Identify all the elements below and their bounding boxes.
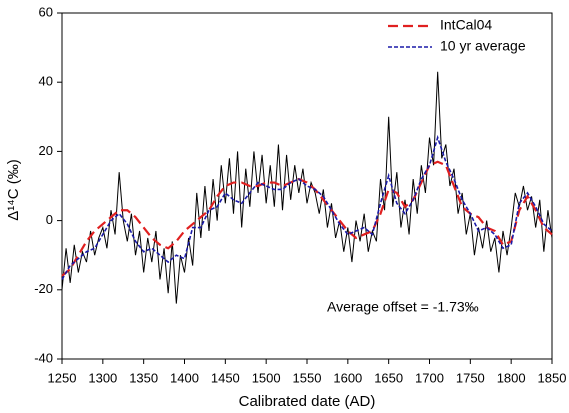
x-tick-label: 1800 bbox=[497, 370, 526, 385]
y-tick-label: -40 bbox=[34, 350, 53, 365]
y-tick-label: 60 bbox=[39, 4, 53, 19]
x-tick-label: 1400 bbox=[170, 370, 199, 385]
x-tick-label: 1700 bbox=[415, 370, 444, 385]
y-tick-label: 40 bbox=[39, 74, 53, 89]
series-line bbox=[61, 71, 553, 304]
legend-label: IntCal04 bbox=[440, 17, 492, 33]
x-tick-label: 1500 bbox=[252, 370, 281, 385]
x-tick-label: 1550 bbox=[293, 370, 322, 385]
x-tick-label: 1600 bbox=[333, 370, 362, 385]
series-line bbox=[61, 160, 553, 277]
x-tick-label: 1350 bbox=[129, 370, 158, 385]
y-tick-label: 0 bbox=[46, 212, 53, 227]
x-tick-label: 1300 bbox=[88, 370, 117, 385]
y-tick-label: -20 bbox=[34, 281, 53, 296]
legend-label: 10 yr average bbox=[440, 38, 526, 54]
x-tick-label: 1750 bbox=[456, 370, 485, 385]
x-tick-label: 1850 bbox=[538, 370, 567, 385]
x-tick-label: 1250 bbox=[48, 370, 77, 385]
x-tick-label: 1650 bbox=[374, 370, 403, 385]
x-tick-label: 1450 bbox=[211, 370, 240, 385]
x-axis-label: Calibrated date (AD) bbox=[239, 393, 376, 410]
annotation: Average offset = -1.73‰ bbox=[327, 299, 479, 315]
y-axis-label: Δ¹⁴C (‰) bbox=[5, 159, 22, 220]
series-line bbox=[61, 134, 553, 280]
y-tick-label: 20 bbox=[39, 143, 53, 158]
